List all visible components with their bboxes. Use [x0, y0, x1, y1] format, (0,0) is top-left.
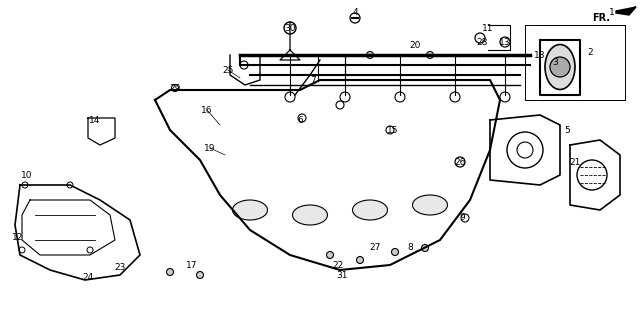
Text: 2: 2 — [587, 47, 593, 57]
Text: 15: 15 — [387, 125, 399, 134]
Text: 25: 25 — [222, 66, 234, 75]
Text: 5: 5 — [564, 125, 570, 134]
Text: FR.: FR. — [592, 13, 610, 23]
Circle shape — [196, 271, 204, 278]
Circle shape — [550, 57, 570, 77]
Text: 14: 14 — [90, 116, 100, 124]
Text: 30: 30 — [284, 23, 296, 33]
Circle shape — [356, 257, 364, 263]
Text: 16: 16 — [201, 106, 212, 115]
Text: 1: 1 — [609, 7, 615, 17]
Ellipse shape — [232, 200, 268, 220]
Text: 31: 31 — [336, 270, 348, 279]
Circle shape — [426, 52, 433, 59]
Text: 27: 27 — [369, 244, 381, 252]
Text: 8: 8 — [407, 244, 413, 252]
Text: 18: 18 — [534, 51, 546, 60]
Text: 28: 28 — [476, 37, 488, 46]
Text: 6: 6 — [297, 116, 303, 124]
Text: 4: 4 — [352, 7, 358, 17]
Ellipse shape — [353, 200, 387, 220]
Text: 11: 11 — [483, 23, 493, 33]
Text: 29: 29 — [170, 84, 180, 92]
Text: 7: 7 — [310, 76, 316, 84]
Ellipse shape — [413, 195, 447, 215]
Text: 3: 3 — [552, 58, 558, 67]
Text: 24: 24 — [83, 274, 93, 283]
Ellipse shape — [292, 205, 328, 225]
Text: 17: 17 — [186, 260, 198, 269]
Text: 19: 19 — [204, 143, 216, 153]
Text: 12: 12 — [12, 234, 24, 243]
Text: 20: 20 — [410, 41, 420, 50]
Text: 26: 26 — [454, 157, 466, 166]
Polygon shape — [616, 7, 636, 15]
Text: 10: 10 — [21, 171, 33, 180]
Text: 23: 23 — [115, 263, 125, 273]
Ellipse shape — [545, 44, 575, 90]
Text: 22: 22 — [332, 260, 344, 269]
Circle shape — [166, 268, 173, 276]
Text: 9: 9 — [459, 213, 465, 222]
Text: 13: 13 — [499, 37, 511, 46]
Circle shape — [422, 244, 429, 252]
Circle shape — [367, 52, 374, 59]
Circle shape — [326, 252, 333, 259]
Circle shape — [392, 249, 399, 255]
Text: 21: 21 — [570, 157, 580, 166]
